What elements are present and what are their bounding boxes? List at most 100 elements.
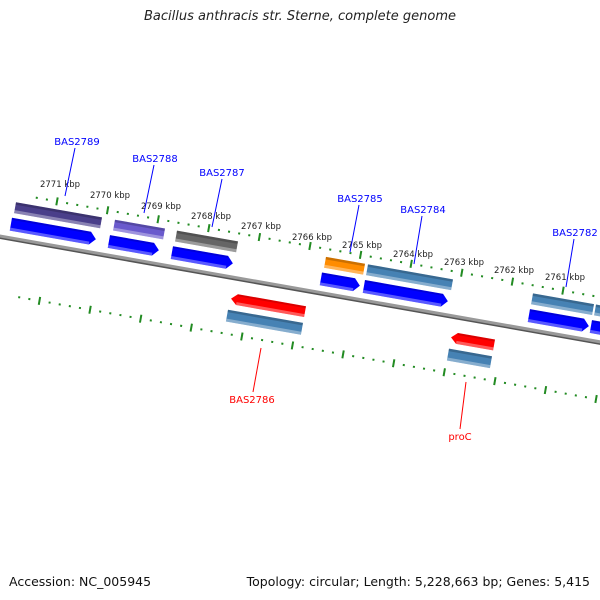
forward-minor-tick <box>582 293 585 296</box>
cds-arrow-proC[interactable] <box>450 332 496 351</box>
cds-arrow-BAS2785[interactable] <box>319 272 361 292</box>
forward-minor-tick <box>278 239 281 242</box>
gene-block-BAS2788[interactable] <box>113 219 166 240</box>
gene-label-BAS2784[interactable]: BAS2784 <box>400 205 446 216</box>
forward-minor-tick <box>369 255 372 258</box>
forward-minor-tick <box>329 248 332 251</box>
forward-minor-tick <box>349 251 352 255</box>
forward-major-tick <box>207 224 211 233</box>
gene-block-BAS2789[interactable] <box>14 202 103 229</box>
forward-minor-tick <box>248 234 251 237</box>
reverse-major-tick <box>240 332 244 341</box>
tick-label: 2763 kbp <box>444 258 484 268</box>
cds-arrow-BAS2787[interactable] <box>170 246 234 270</box>
forward-minor-tick <box>480 275 484 278</box>
reverse-minor-tick <box>534 387 537 390</box>
forward-minor-tick <box>76 203 79 207</box>
reverse-minor-tick <box>179 324 183 327</box>
reverse-minor-tick <box>260 338 264 342</box>
reverse-minor-tick <box>200 328 203 331</box>
gene-block-BAS2784[interactable] <box>366 264 454 291</box>
forward-minor-tick <box>136 214 140 217</box>
accession-text: Accession: NC_005945 <box>9 574 152 589</box>
leader-line <box>211 178 223 228</box>
forward-major-tick <box>358 250 363 260</box>
reverse-minor-tick <box>149 319 152 322</box>
forward-minor-tick <box>571 291 575 294</box>
gene-label-BAS2789[interactable]: BAS2789 <box>54 137 100 148</box>
gene-label-BAS2786[interactable]: BAS2786 <box>229 395 275 406</box>
forward-minor-tick <box>491 276 494 280</box>
gene-label-BAS2788[interactable]: BAS2788 <box>132 154 178 165</box>
forward-minor-tick <box>298 243 302 246</box>
reverse-minor-tick <box>28 297 31 301</box>
backbone-line <box>0 231 600 360</box>
tick-label: 2761 kbp <box>545 273 585 283</box>
cds-arrow-BAS2786[interactable] <box>230 293 307 318</box>
reverse-minor-tick <box>463 374 466 377</box>
gene-block-BAS2786[interactable] <box>225 309 304 335</box>
reverse-minor-tick <box>129 315 132 319</box>
leader-line <box>459 381 467 430</box>
reverse-minor-tick <box>503 381 507 385</box>
reverse-minor-tick <box>99 310 102 313</box>
tick-label: 2762 kbp <box>494 266 534 276</box>
reverse-minor-tick <box>473 376 476 379</box>
reverse-minor-tick <box>422 367 426 370</box>
forward-major-tick <box>105 206 110 215</box>
tick-label: 2764 kbp <box>393 250 433 260</box>
gene-block-BAS2785[interactable] <box>324 256 366 275</box>
reverse-minor-tick <box>281 342 284 345</box>
tick-label: 2765 kbp <box>342 241 382 251</box>
forward-minor-tick <box>35 196 38 199</box>
reverse-minor-tick <box>271 340 274 344</box>
reverse-minor-tick <box>554 390 557 394</box>
forward-major-tick <box>561 286 565 295</box>
forward-minor-tick <box>288 241 291 244</box>
reverse-major-tick <box>189 323 193 332</box>
reverse-major-tick <box>37 296 42 305</box>
tick-label: 2771 kbp <box>40 180 80 190</box>
forward-minor-tick <box>379 257 382 260</box>
forward-minor-tick <box>318 246 322 249</box>
gene-label-proC[interactable]: proC <box>448 432 471 443</box>
reverse-minor-tick <box>483 378 486 381</box>
forward-minor-tick <box>399 260 403 264</box>
gene-label-BAS2787[interactable]: BAS2787 <box>199 168 245 179</box>
forward-minor-tick <box>126 212 129 216</box>
forward-major-tick <box>156 215 160 224</box>
cds-arrow-BAS2789[interactable] <box>9 217 97 246</box>
gene-block-BAS2782[interactable] <box>531 293 595 316</box>
leader-line <box>143 164 155 214</box>
reverse-major-tick <box>341 350 345 359</box>
gene-label-BAS2782[interactable]: BAS2782 <box>552 228 598 239</box>
gene-label-BAS2785[interactable]: BAS2785 <box>337 194 383 205</box>
forward-major-tick <box>257 232 262 242</box>
forward-minor-tick <box>339 250 342 253</box>
gene-block-proC[interactable] <box>446 348 492 369</box>
reverse-minor-tick <box>331 351 335 354</box>
gene-block-next[interactable] <box>594 304 600 324</box>
reverse-minor-tick <box>169 322 173 326</box>
forward-minor-tick <box>197 225 200 228</box>
cds-arrow-BAS2784[interactable] <box>362 280 449 308</box>
forward-minor-tick <box>531 284 534 287</box>
reverse-minor-tick <box>311 347 314 351</box>
reverse-minor-tick <box>119 313 122 317</box>
cds-arrow-BAS2782[interactable] <box>527 309 590 332</box>
cds-arrow-BAS2788[interactable] <box>107 235 160 257</box>
reverse-major-tick <box>493 377 497 386</box>
tick-label: 2766 kbp <box>292 233 332 243</box>
reverse-minor-tick <box>362 356 365 360</box>
gene-block-BAS2787[interactable] <box>175 230 238 253</box>
forward-minor-tick <box>592 294 595 298</box>
reverse-minor-tick <box>372 358 375 361</box>
forward-minor-tick <box>187 223 190 226</box>
forward-minor-tick <box>470 273 474 276</box>
reverse-minor-tick <box>574 394 577 397</box>
cds-arrow-next[interactable] <box>589 320 600 341</box>
forward-minor-tick <box>521 282 524 285</box>
forward-minor-tick <box>430 266 433 269</box>
forward-major-tick <box>460 268 464 277</box>
